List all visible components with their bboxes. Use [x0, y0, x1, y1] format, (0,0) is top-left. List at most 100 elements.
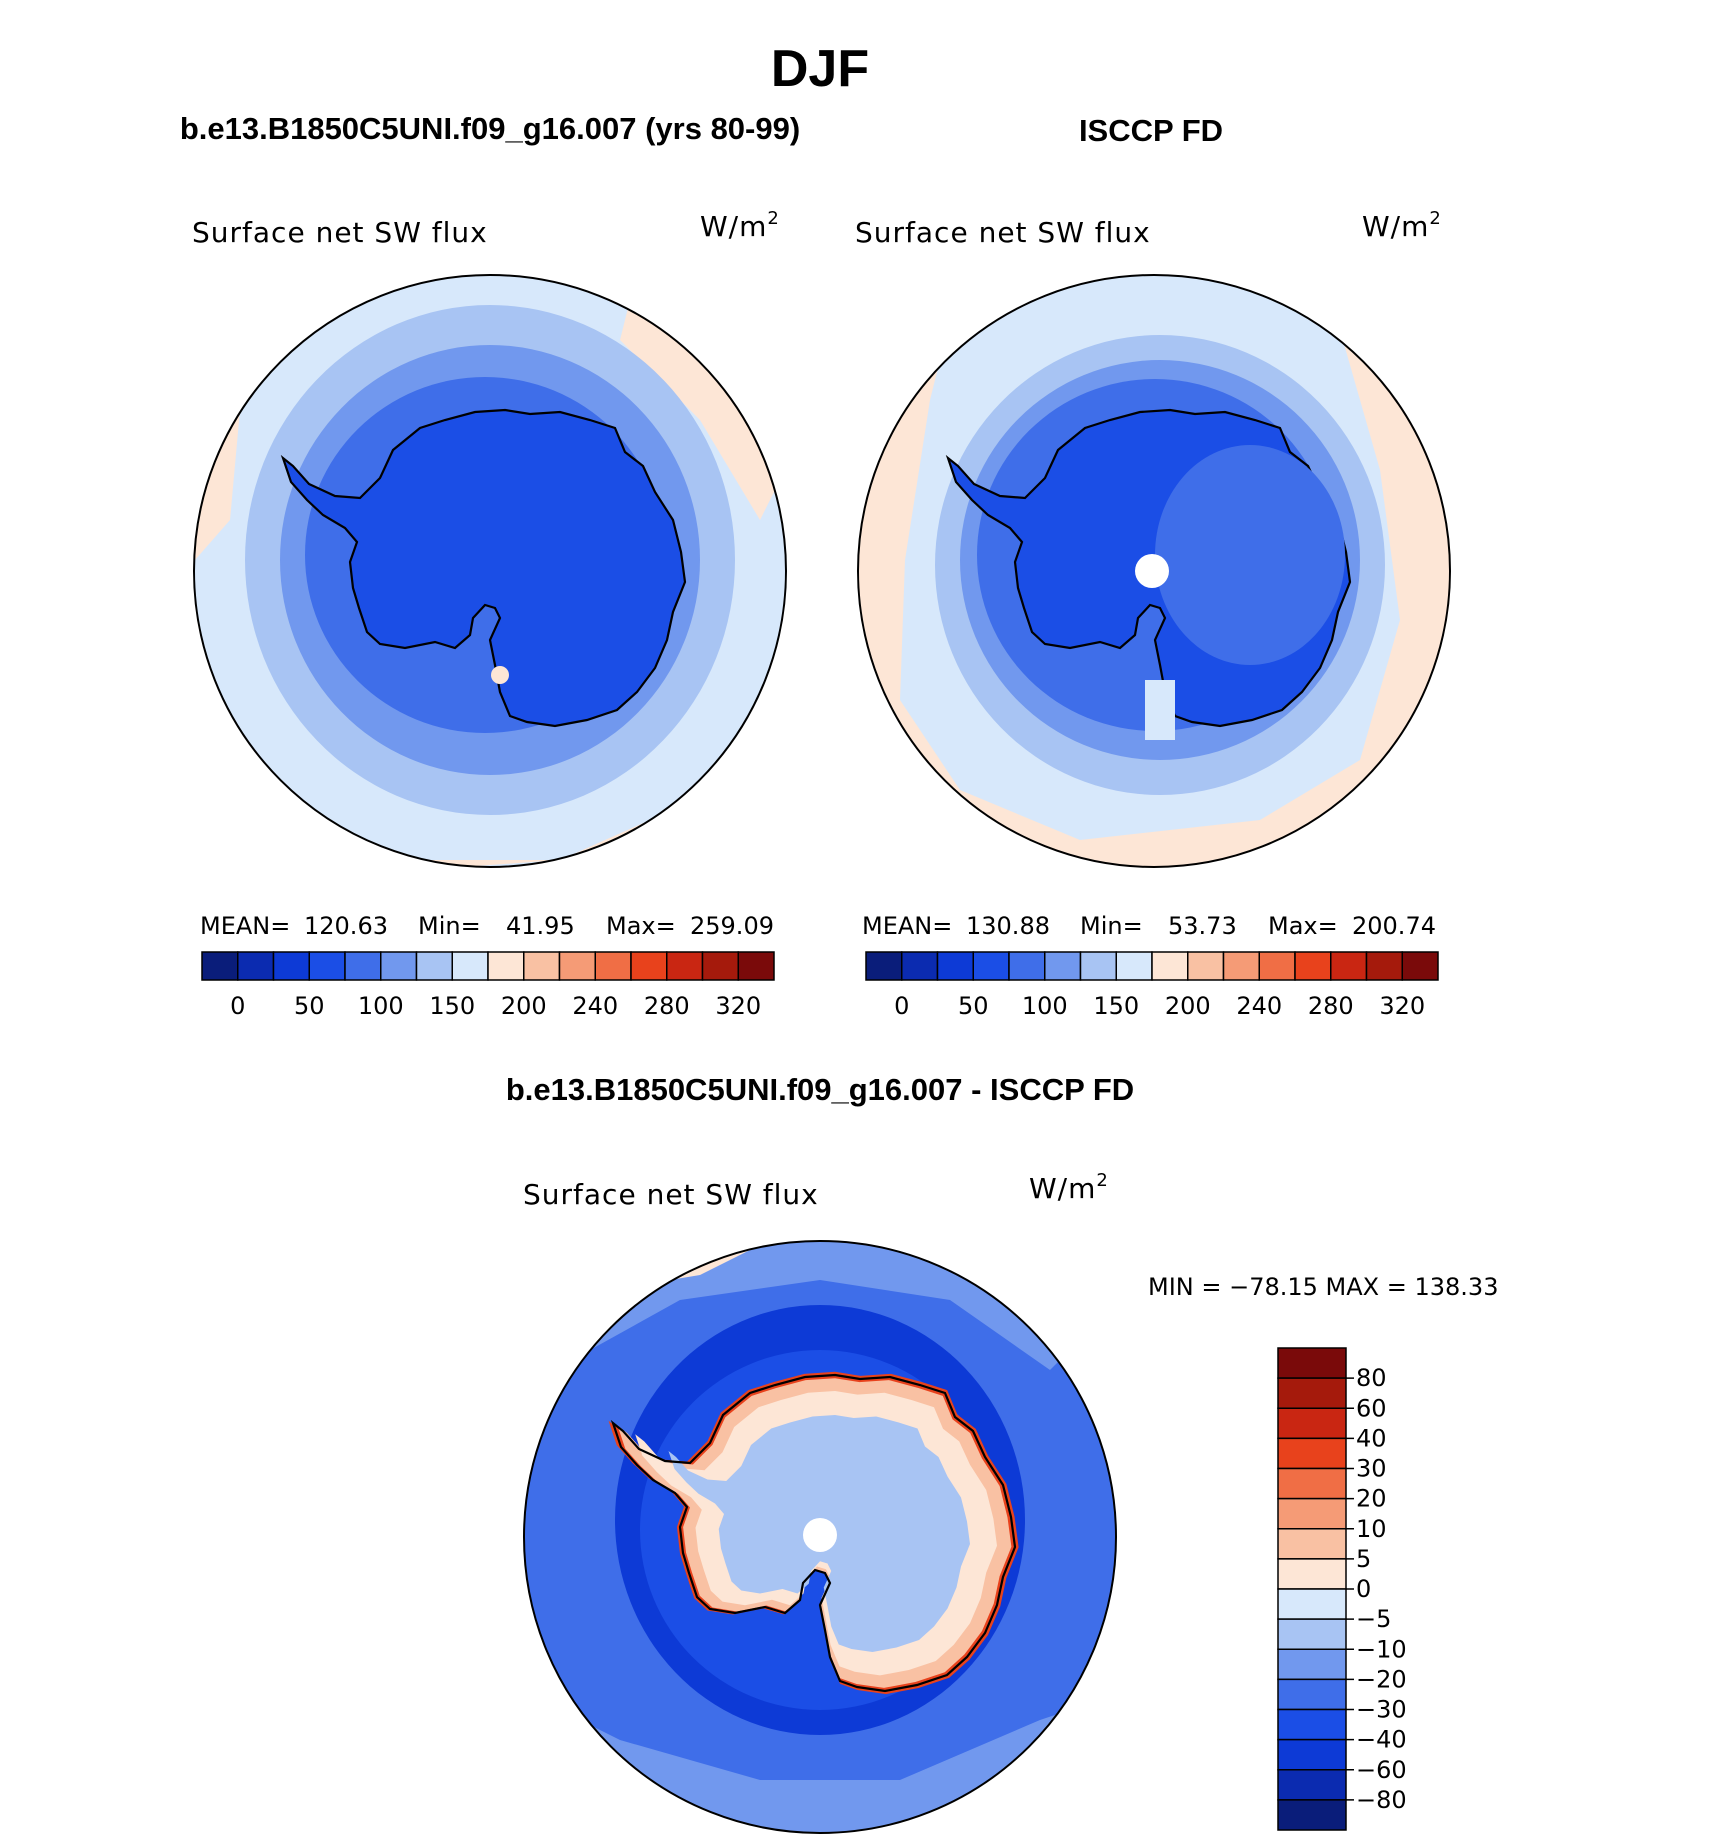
diff-map-border — [523, 1240, 1117, 1834]
model-colorbar-box — [308, 951, 346, 981]
obs-min-label: Min= — [1080, 912, 1143, 940]
model-max-label: Max= — [606, 912, 676, 940]
diff-colorbar-box — [1277, 1769, 1347, 1801]
diff-colorbar-box — [1277, 1588, 1347, 1620]
obs-title: ISCCP FD — [1079, 113, 1223, 148]
model-colorbar-tick-label: 280 — [644, 992, 690, 1020]
obs-polar-map — [858, 275, 1450, 867]
obs-colorbar-box — [1365, 951, 1403, 981]
model-stats-line: MEAN= 120.63 Min= 41.95 Max= 259.09 — [200, 912, 774, 940]
obs-mean-label: MEAN= — [862, 912, 952, 940]
model-colorbar-box — [451, 951, 489, 981]
obs-colorbar-box — [1008, 951, 1046, 981]
diff-colorbar-tick-label: 60 — [1356, 1394, 1387, 1422]
diff-colorbar-box — [1277, 1648, 1347, 1681]
diff-colorbar-tick-label: 20 — [1356, 1485, 1387, 1513]
obs-min-value: 53.73 — [1168, 912, 1237, 940]
model-variable-label: Surface net SW flux — [192, 216, 488, 249]
model-colorbar-tick-label: 0 — [230, 992, 245, 1020]
diff-colorbar-box — [1277, 1678, 1347, 1711]
model-colorbar-tick-label: 240 — [572, 992, 618, 1020]
obs-colorbar-box — [1187, 951, 1225, 981]
model-colorbar-tick-label: 150 — [429, 992, 475, 1020]
diff-pole-hole — [803, 1518, 837, 1552]
diff-colorbar-tick-label: 80 — [1356, 1364, 1387, 1392]
diff-colorbar-tick-label: 40 — [1356, 1424, 1387, 1452]
model-max-value: 259.09 — [690, 912, 774, 940]
obs-colorbar-tick-label: 50 — [958, 992, 989, 1020]
model-case-title: b.e13.B1850C5UNI.f09_g16.007 (yrs 80-99) — [180, 111, 800, 146]
diff-colorbar-box — [1277, 1347, 1347, 1379]
diff-colorbar-tick-label: −10 — [1356, 1635, 1407, 1663]
model-min-value: 41.95 — [506, 912, 575, 940]
diff-colorbar-tick-label: −40 — [1356, 1726, 1407, 1754]
model-colorbar-tick-label: 320 — [715, 992, 761, 1020]
model-map-border — [193, 274, 787, 868]
diff-colorbar-tick-label: −20 — [1356, 1665, 1407, 1693]
model-min-label: Min= — [418, 912, 481, 940]
model-colorbar-box — [201, 951, 239, 981]
model-colorbar-box — [594, 951, 632, 981]
model-colorbar-box — [701, 951, 739, 981]
obs-colorbar-tick-label: 150 — [1093, 992, 1139, 1020]
model-colorbar-box — [415, 951, 453, 981]
model-mean-value: 120.63 — [304, 912, 388, 940]
obs-colorbar-tick-label: 100 — [1022, 992, 1068, 1020]
diff-colorbar-box — [1277, 1528, 1347, 1560]
obs-max-label: Max= — [1268, 912, 1338, 940]
diff-colorbar-box — [1277, 1708, 1347, 1741]
obs-colorbar-box — [1151, 951, 1189, 981]
diff-units-label: W/m2 — [1029, 1170, 1109, 1205]
model-colorbar-box — [380, 951, 418, 981]
diff-colorbar-tick-label: −30 — [1356, 1696, 1407, 1724]
obs-colorbar: 0 50 100 150 200 240 280 320 — [865, 951, 1439, 1020]
obs-colorbar-box — [1330, 951, 1368, 981]
model-colorbar-box — [487, 951, 525, 981]
obs-plateau-east — [1155, 445, 1345, 665]
obs-colorbar-box — [1079, 951, 1117, 981]
season-title: DJF — [771, 40, 869, 98]
diff-minmax-label: MIN = −78.15 MAX = 138.33 — [1148, 1273, 1498, 1301]
model-colorbar: 0 50 100 150 200 240 280 320 — [201, 951, 775, 1020]
model-colorbar-tick-label: 100 — [358, 992, 404, 1020]
model-colorbar-box — [344, 951, 382, 981]
obs-colorbar-box — [1222, 951, 1260, 981]
obs-variable-label: Surface net SW flux — [855, 216, 1151, 249]
model-polar-map — [194, 275, 786, 867]
model-colorbar-box — [737, 951, 775, 981]
diff-colorbar-box — [1277, 1437, 1347, 1470]
diff-colorbar-box — [1277, 1558, 1347, 1590]
obs-pole-hole — [1135, 554, 1169, 588]
diff-title: b.e13.B1850C5UNI.f09_g16.007 - ISCCP FD — [506, 1072, 1134, 1107]
diff-colorbar-tick-label: 30 — [1356, 1455, 1387, 1483]
diff-colorbar-tick-label: 5 — [1356, 1545, 1371, 1573]
diff-colorbar-box — [1277, 1377, 1347, 1409]
obs-colorbar-box — [972, 951, 1010, 981]
obs-colorbar-box — [1401, 951, 1439, 981]
model-colorbar-box — [272, 951, 310, 981]
model-colorbar-box — [630, 951, 668, 981]
obs-colorbar-box — [865, 951, 903, 981]
diff-variable-label: Surface net SW flux — [523, 1178, 819, 1211]
diff-colorbar-tick-label: −80 — [1356, 1786, 1407, 1814]
obs-mean-value: 130.88 — [966, 912, 1050, 940]
obs-colorbar-tick-label: 280 — [1308, 992, 1354, 1020]
obs-colorbar-tick-label: 240 — [1236, 992, 1282, 1020]
obs-colorbar-tick-label: 0 — [894, 992, 909, 1020]
diff-colorbar-box — [1277, 1407, 1347, 1440]
obs-colorbar-box — [936, 951, 974, 981]
model-colorbar-box — [523, 951, 561, 981]
obs-stats-line: MEAN= 130.88 Min= 53.73 Max= 200.74 — [862, 912, 1436, 940]
model-mean-label: MEAN= — [200, 912, 290, 940]
model-colorbar-box — [558, 951, 596, 981]
obs-max-value: 200.74 — [1352, 912, 1436, 940]
obs-colorbar-tick-label: 320 — [1379, 992, 1425, 1020]
obs-colorbar-box — [901, 951, 939, 981]
model-colorbar-box — [237, 951, 275, 981]
obs-map-border — [857, 274, 1451, 868]
diff-colorbar-tick-label: −60 — [1356, 1756, 1407, 1784]
model-colorbar-tick-label: 50 — [294, 992, 325, 1020]
obs-colorbar-box — [1115, 951, 1153, 981]
